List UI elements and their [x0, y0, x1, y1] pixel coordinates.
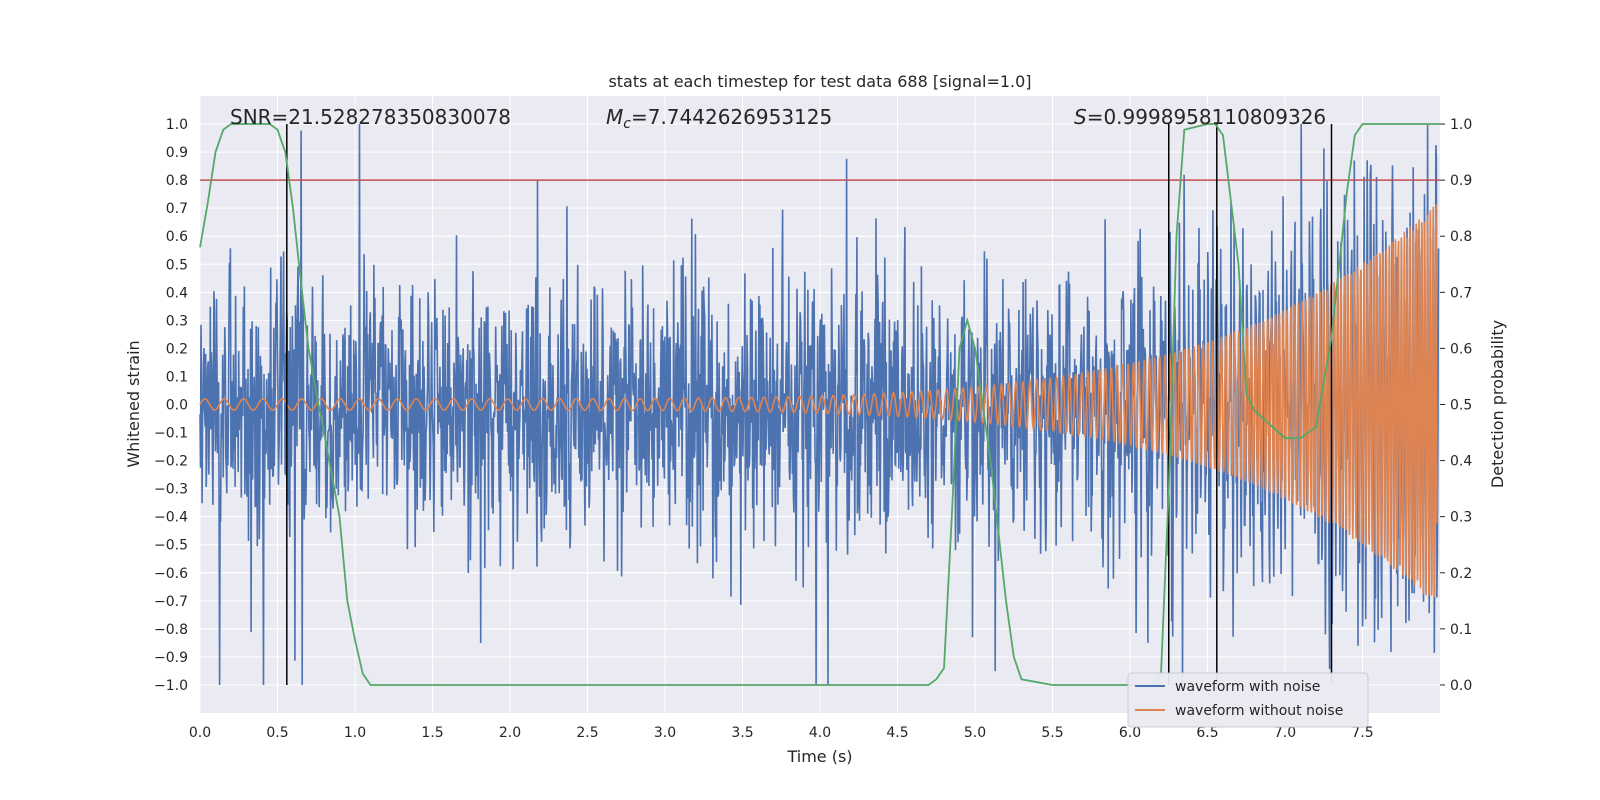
- score-annotation: S=0.9998958110809326: [1074, 105, 1326, 129]
- waveform-without-noise-line: [199, 204, 1438, 598]
- y2-tick-label: 0.4: [1450, 454, 1472, 470]
- x-axis-label: Time (s): [786, 747, 852, 766]
- y-tick-label: −0.4: [154, 510, 188, 526]
- series-detection-probability: [199, 123, 1440, 686]
- y-tick-label: 0.8: [166, 173, 188, 189]
- y2-tick-label: 0.9: [1450, 173, 1472, 189]
- series-waveform-without-noise: [199, 204, 1438, 598]
- detection-probability-line: [199, 123, 1440, 686]
- y2-tick-label: 0.5: [1450, 398, 1472, 414]
- y-tick-label: −0.1: [154, 426, 188, 442]
- y-tick-label: 0.2: [166, 341, 188, 357]
- x-tick-label: 7.0: [1274, 725, 1296, 741]
- vertical-markers: [286, 124, 1333, 685]
- y2-tick-label: 0.0: [1450, 678, 1472, 694]
- snr-annotation: SNR=21.528278350830078: [230, 105, 511, 129]
- x-tick-label: 4.5: [886, 725, 908, 741]
- ticks: 0.0 0.5 1.0 1.5 2.0 2.5 3.0 3.5 4.0 4.5 5.0 5.5 6.0 6…: [154, 117, 1472, 741]
- x-tick-label: 5.5: [1041, 725, 1063, 741]
- x-tick-label: 0.5: [266, 725, 288, 741]
- y2-axis-label: Detection probability: [1488, 320, 1507, 488]
- y-tick-label: −0.7: [154, 594, 188, 610]
- legend: waveform with noise waveform without noi…: [1127, 672, 1369, 728]
- y-tick-label: 0.6: [166, 229, 188, 245]
- y-tick-label: 0.7: [166, 201, 188, 217]
- y-tick-label: −0.5: [154, 538, 188, 554]
- x-tick-label: 3.5: [731, 725, 753, 741]
- y2-tick-label: 0.6: [1450, 341, 1472, 357]
- y2-tick-label: 1.0: [1450, 117, 1472, 133]
- y-axis-label: Whitened strain: [124, 340, 143, 467]
- y2-tick-label: 0.8: [1450, 229, 1472, 245]
- chart-title: stats at each timestep for test data 688…: [608, 72, 1031, 91]
- y-tick-label: 0.5: [166, 257, 188, 273]
- y-tick-label: 0.0: [166, 398, 188, 414]
- y-tick-label: −0.9: [154, 650, 188, 666]
- x-tick-label: 7.5: [1351, 725, 1373, 741]
- x-tick-label: 1.5: [421, 725, 443, 741]
- x-tick-label: 4.0: [809, 725, 831, 741]
- y-tick-label: −0.2: [154, 454, 188, 470]
- x-tick-label: 2.0: [499, 725, 521, 741]
- y-tick-label: −0.8: [154, 622, 188, 638]
- legend-box: [1127, 672, 1369, 728]
- chirp-mass-annotation: Mc=7.7442626953125: [606, 105, 832, 132]
- x-tick-label: 0.0: [189, 725, 211, 741]
- x-tick-label: 2.5: [576, 725, 598, 741]
- x-tick-label: 1.0: [344, 725, 366, 741]
- x-tick-label: 6.0: [1119, 725, 1141, 741]
- legend-label-noise: waveform with noise: [1175, 679, 1320, 695]
- x-tick-label: 5.0: [964, 725, 986, 741]
- x-tick-label: 6.5: [1196, 725, 1218, 741]
- y-tick-label: 0.9: [166, 145, 188, 161]
- y2-tick-label: 0.7: [1450, 285, 1472, 301]
- y-tick-label: 0.3: [166, 313, 188, 329]
- y-tick-label: 0.1: [166, 369, 188, 385]
- y-tick-label: 0.4: [166, 285, 188, 301]
- y-tick-label: −0.6: [154, 566, 188, 582]
- y2-tick-label: 0.1: [1450, 622, 1472, 638]
- y-tick-label: −0.3: [154, 482, 188, 498]
- legend-label-clean: waveform without noise: [1175, 703, 1343, 719]
- x-tick-label: 3.0: [654, 725, 676, 741]
- y-tick-label: −1.0: [154, 678, 188, 694]
- y-tick-label: 1.0: [166, 117, 188, 133]
- y2-tick-label: 0.3: [1450, 510, 1472, 526]
- y2-tick-label: 0.2: [1450, 566, 1472, 582]
